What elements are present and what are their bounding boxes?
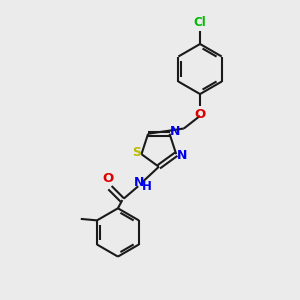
- Text: N: N: [170, 125, 181, 138]
- Text: Cl: Cl: [194, 16, 206, 29]
- Text: O: O: [102, 172, 113, 185]
- Text: N: N: [177, 149, 187, 162]
- Text: S: S: [132, 146, 141, 159]
- Text: N: N: [134, 176, 144, 190]
- Text: H: H: [142, 180, 152, 193]
- Text: O: O: [194, 108, 206, 121]
